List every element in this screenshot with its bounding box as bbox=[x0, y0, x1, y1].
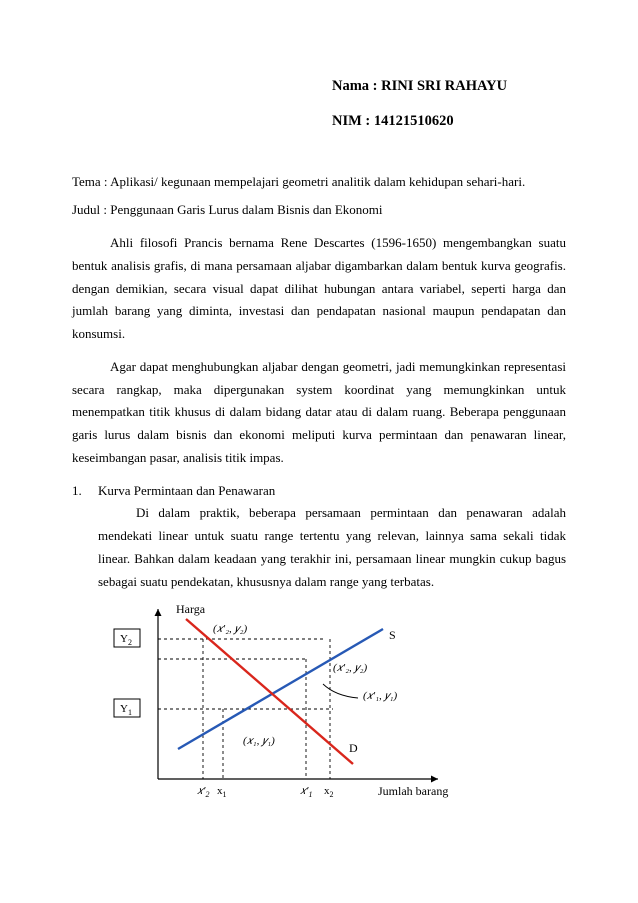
document-page: Nama : RINI SRI RAHAYU NIM : 14121510620… bbox=[0, 0, 638, 854]
svg-text:x2: x2 bbox=[324, 785, 334, 799]
tema-line: Tema : Aplikasi/ kegunaan mempelajari ge… bbox=[72, 174, 566, 190]
svg-text:Jumlah barang: Jumlah barang bbox=[378, 784, 448, 798]
svg-text:𝑥′2: 𝑥′2 bbox=[197, 785, 210, 799]
judul-line: Judul : Penggunaan Garis Lurus dalam Bis… bbox=[72, 202, 566, 218]
svg-text:S: S bbox=[389, 628, 396, 642]
student-nim: NIM : 14121510620 bbox=[332, 113, 566, 130]
paragraph-1: Ahli filosofi Prancis bernama Rene Desca… bbox=[72, 232, 566, 346]
list-title: Kurva Permintaan dan Penawaran bbox=[98, 483, 275, 498]
student-name: Nama : RINI SRI RAHAYU bbox=[332, 78, 566, 95]
svg-text:(𝑥₁, 𝑦₁): (𝑥₁, 𝑦₁) bbox=[243, 735, 275, 747]
list-number: 1. bbox=[72, 480, 98, 594]
list-body: Kurva Permintaan dan Penawaran Di dalam … bbox=[98, 480, 566, 594]
svg-text:𝑥′1: 𝑥′1 bbox=[300, 785, 313, 799]
svg-text:Harga: Harga bbox=[176, 602, 206, 616]
svg-text:(𝑥′₂, 𝑦₂): (𝑥′₂, 𝑦₂) bbox=[333, 662, 367, 674]
supply-demand-chart: HargaJumlah barangSDY2Y1𝑥′2x1𝑥′1x2(𝑥′₂, … bbox=[98, 599, 566, 814]
svg-text:x1: x1 bbox=[217, 785, 227, 799]
svg-text:D: D bbox=[349, 741, 358, 755]
list-item-1: 1. Kurva Permintaan dan Penawaran Di dal… bbox=[72, 480, 566, 594]
svg-text:(𝑥′₂, 𝑦₂): (𝑥′₂, 𝑦₂) bbox=[213, 623, 247, 635]
svg-text:(𝑥′₁, 𝑦₁): (𝑥′₁, 𝑦₁) bbox=[363, 690, 397, 702]
paragraph-2: Agar dapat menghubungkan aljabar dengan … bbox=[72, 356, 566, 470]
header-block: Nama : RINI SRI RAHAYU NIM : 14121510620 bbox=[332, 78, 566, 130]
list-paragraph: Di dalam praktik, beberapa persamaan per… bbox=[98, 502, 566, 593]
chart-svg: HargaJumlah barangSDY2Y1𝑥′2x1𝑥′1x2(𝑥′₂, … bbox=[98, 599, 528, 809]
